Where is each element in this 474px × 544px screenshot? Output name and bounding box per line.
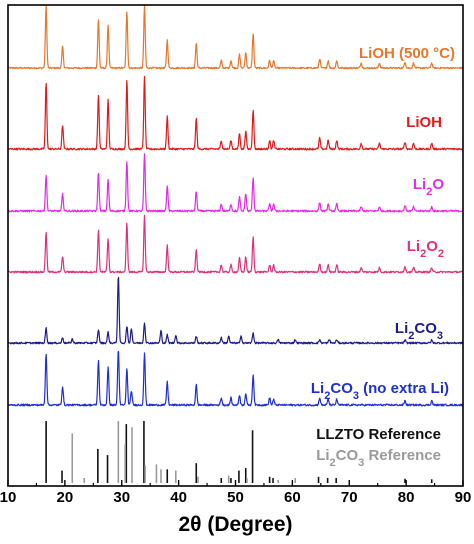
trace-2 <box>7 153 464 213</box>
x-tick-label-2: 30 <box>113 489 130 506</box>
trace-1 <box>7 75 464 151</box>
series-label-5: Li2CO3 (no extra Li) <box>311 380 449 402</box>
x-tick-label-8: 90 <box>455 489 472 506</box>
trace-5 <box>7 350 464 407</box>
series-label-1: LiOH <box>406 114 442 131</box>
series-label-3: Li2O2 <box>407 238 444 260</box>
axes-layer: 10 20 30 40 50 60 70 80 90 <box>0 4 472 506</box>
x-tick-label-1: 20 <box>57 489 74 506</box>
trace-4 <box>7 276 464 345</box>
x-axis-title: 2θ (Degree) <box>178 513 292 536</box>
x-tick-label-7: 80 <box>398 489 415 506</box>
x-tick-label-6: 70 <box>341 489 358 506</box>
traces-layer <box>7 4 464 407</box>
trace-3 <box>7 214 464 274</box>
trace-0 <box>7 4 464 70</box>
series-labels-layer: LiOH (500 °C) LiOH Li2O Li2O2 Li2CO3 Li2CO3 (… <box>311 45 455 402</box>
x-tick-label-0: 10 <box>0 489 16 506</box>
x-tick-label-5: 60 <box>284 489 301 506</box>
plot-frame <box>7 4 464 487</box>
series-label-2: Li2O <box>413 176 444 198</box>
series-label-0: LiOH (500 °C) <box>359 45 455 62</box>
x-tick-label-3: 40 <box>170 489 187 506</box>
reference-label-1: Li2CO3 Reference <box>316 447 441 469</box>
x-tick-label-4: 50 <box>227 489 244 506</box>
reference-label-0: LLZTO Reference <box>316 426 441 443</box>
reference-layer: LLZTO Reference Li2CO3 Reference <box>45 421 441 483</box>
series-label-4: Li2CO3 <box>395 320 443 342</box>
